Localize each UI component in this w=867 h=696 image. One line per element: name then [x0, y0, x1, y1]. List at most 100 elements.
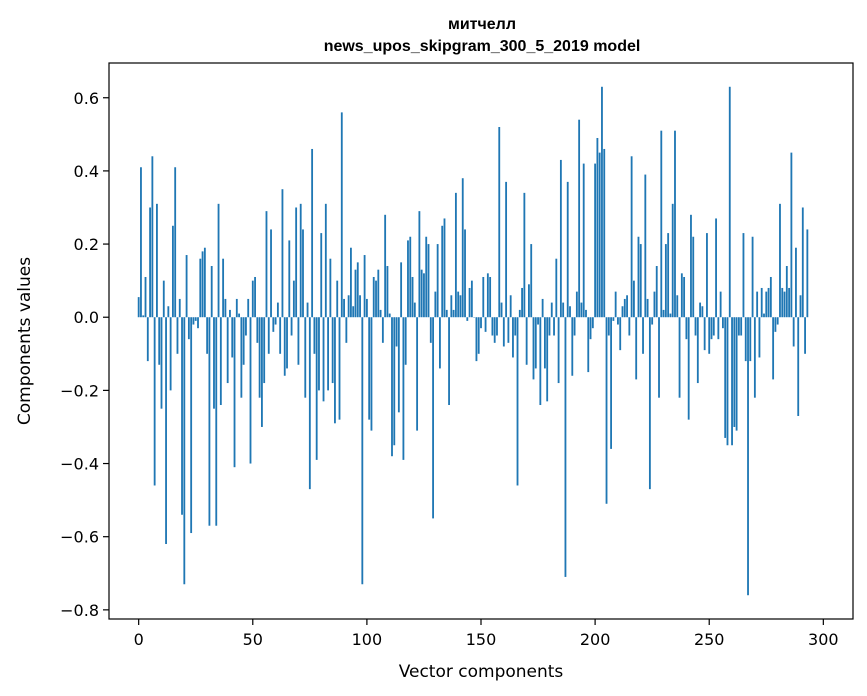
bar-90 — [343, 298, 345, 318]
bar-200 — [594, 163, 597, 318]
bar-30 — [206, 317, 209, 354]
bar-191 — [573, 317, 576, 336]
bar-112 — [393, 317, 396, 446]
chart-title-line1: митчелл — [448, 16, 516, 33]
bar-174 — [534, 317, 537, 369]
bar-262 — [735, 317, 738, 431]
bar-17 — [176, 317, 179, 354]
bar-233 — [669, 313, 672, 318]
bar-216 — [630, 156, 633, 318]
bar-162 — [507, 317, 510, 343]
bar-63 — [281, 189, 284, 318]
bar-28 — [201, 251, 204, 318]
bar-289 — [797, 317, 800, 416]
bar-268 — [749, 317, 752, 362]
bar-151 — [482, 276, 485, 318]
bar-1 — [140, 167, 142, 318]
chart-title-line2: news_upos_skipgram_300_5_2019 model — [324, 38, 641, 55]
bar-206 — [607, 317, 610, 336]
bar-229 — [660, 130, 663, 318]
bar-56 — [265, 211, 268, 318]
bar-105 — [377, 269, 380, 318]
bar-264 — [740, 317, 743, 336]
y-tick-label: −0.8 — [60, 601, 99, 620]
bar-84 — [329, 258, 332, 318]
bar-193 — [578, 119, 581, 318]
bar-6 — [151, 156, 154, 318]
bar-12 — [165, 317, 167, 545]
bar-114 — [397, 317, 400, 413]
y-axis-ticks: 0.6 0.4 0.2 0.0 −0.2 −0.4 −0.6 −0.8 — [60, 89, 109, 620]
bar-211 — [619, 317, 622, 351]
bar-27 — [199, 258, 202, 318]
y-tick-label: 0.2 — [74, 235, 99, 254]
bar-184 — [557, 317, 560, 384]
bar-55 — [263, 317, 266, 384]
bar-97 — [359, 295, 361, 318]
bar-159 — [500, 302, 503, 318]
bar-92 — [347, 295, 350, 318]
bar-140 — [457, 291, 460, 318]
bar-160 — [502, 317, 505, 347]
bar-224 — [648, 317, 651, 490]
bar-267 — [747, 317, 749, 596]
bar-171 — [528, 284, 530, 318]
bar-178 — [543, 317, 546, 369]
bar-115 — [400, 262, 403, 318]
bar-85 — [331, 317, 334, 384]
x-tick-label: 100 — [352, 630, 383, 649]
bar-138 — [452, 309, 455, 318]
bar-133 — [441, 225, 444, 318]
bar-15 — [171, 225, 174, 318]
bar-261 — [733, 317, 736, 427]
bar-75 — [308, 317, 311, 490]
bar-125 — [423, 273, 425, 318]
bar-35 — [217, 203, 220, 318]
bar-22 — [187, 317, 190, 340]
bar-202 — [598, 152, 601, 318]
bar-49 — [249, 317, 252, 464]
bar-121 — [413, 302, 416, 318]
bar-187 — [564, 317, 567, 577]
bar-53 — [258, 317, 261, 398]
bar-242 — [690, 214, 692, 318]
bar-221 — [642, 317, 644, 354]
x-tick-label: 0 — [134, 630, 144, 649]
bar-219 — [637, 236, 640, 318]
bar-61 — [276, 302, 279, 318]
bar-263 — [737, 317, 740, 336]
bar-47 — [245, 317, 247, 336]
bar-69 — [295, 207, 298, 318]
bar-281 — [779, 203, 781, 318]
bar-293 — [806, 229, 809, 318]
bar-205 — [605, 317, 608, 504]
bar-201 — [596, 137, 599, 318]
bar-155 — [491, 317, 494, 336]
bar-33 — [213, 317, 215, 409]
bar-169 — [523, 192, 526, 318]
bar-7 — [153, 317, 156, 486]
bar-108 — [384, 214, 387, 318]
bar-14 — [169, 317, 172, 391]
bar-109 — [386, 266, 389, 318]
bar-91 — [345, 317, 348, 343]
bar-66 — [288, 240, 291, 318]
bar-250 — [708, 317, 711, 354]
bar-183 — [555, 258, 558, 318]
bar-269 — [751, 236, 754, 318]
bar-223 — [646, 298, 649, 318]
x-tick-label: 250 — [694, 630, 725, 649]
bar-270 — [753, 317, 756, 398]
bar-59 — [272, 317, 275, 332]
bar-26 — [197, 317, 199, 329]
bar-45 — [240, 317, 243, 398]
bar-246 — [699, 302, 702, 318]
bar-111 — [391, 317, 393, 457]
bar-153 — [486, 273, 489, 318]
bar-5 — [149, 207, 151, 318]
bar-82 — [324, 203, 327, 318]
bar-158 — [498, 127, 501, 318]
bar-228 — [658, 317, 660, 398]
bar-135 — [445, 309, 448, 318]
